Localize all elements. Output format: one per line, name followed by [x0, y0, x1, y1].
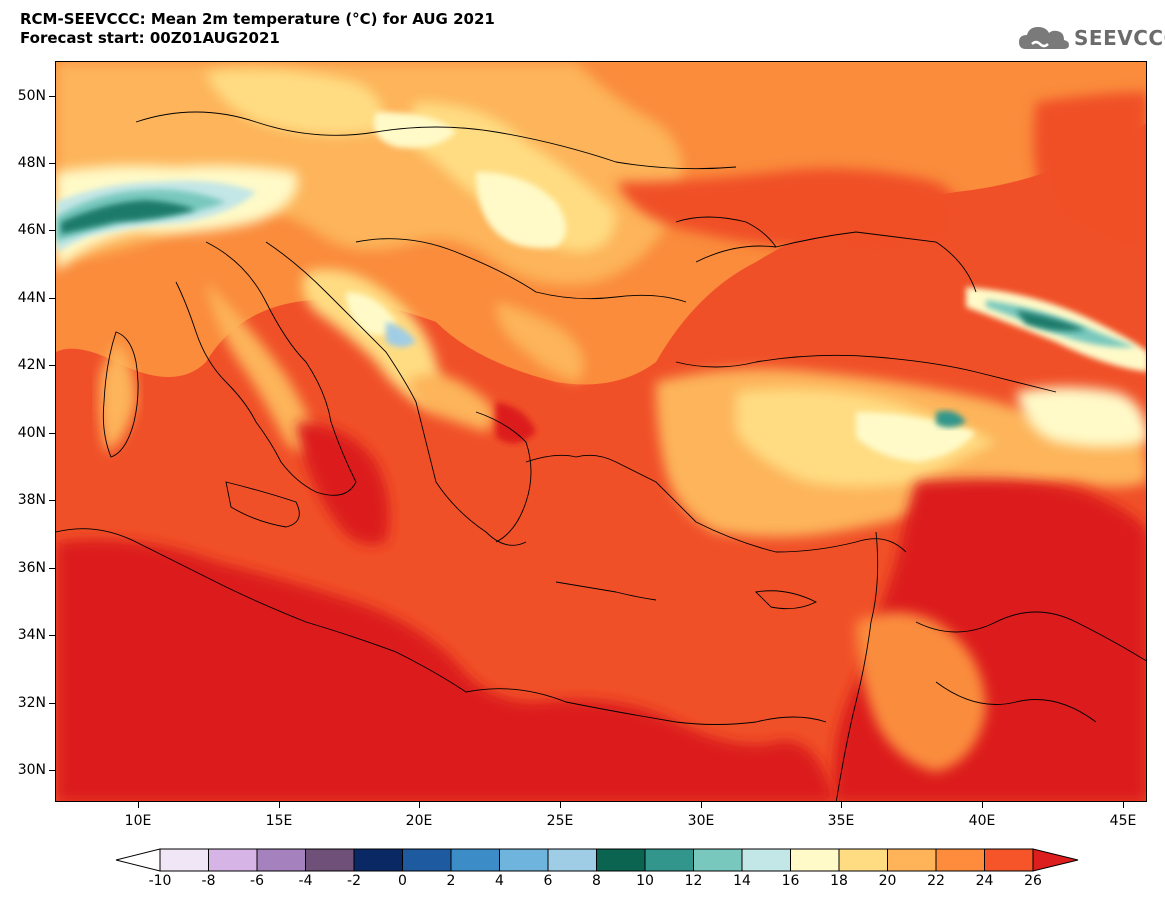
colorbar-under-triangle: [115, 848, 161, 872]
colorbar-swatches: [115, 848, 1079, 872]
lat-tick: [49, 433, 55, 434]
lon-label: 15E: [265, 813, 293, 829]
chart-title: RCM-SEEVCCC: Mean 2m temperature (°C) fo…: [20, 10, 495, 48]
lat-label: 44N: [17, 290, 46, 306]
lat-label: 48N: [17, 155, 46, 171]
temperature-map: [55, 61, 1147, 802]
lon-label: 45E: [1109, 813, 1137, 829]
lat-label: 30N: [17, 762, 46, 778]
lat-tick: [49, 500, 55, 501]
colorbar-label: -10: [148, 873, 172, 889]
colorbar-swatch: [984, 848, 1034, 872]
colorbar-swatch: [596, 848, 646, 872]
lat-tick: [49, 298, 55, 299]
lat-label: 40N: [17, 425, 46, 441]
colorbar-label: 16: [781, 873, 800, 889]
lat-tick: [49, 703, 55, 704]
colorbar-label: -6: [250, 873, 264, 889]
colorbar-swatch: [741, 848, 791, 872]
lon-tick: [982, 802, 983, 808]
lon-tick: [419, 802, 420, 808]
lat-label: 32N: [17, 695, 46, 711]
colorbar-label: 2: [446, 873, 456, 889]
colorbar-swatch: [208, 848, 258, 872]
colorbar-swatch: [547, 848, 597, 872]
title-line-2: Forecast start: 00Z01AUG2021: [20, 29, 280, 47]
colorbar-label: 26: [1024, 873, 1042, 889]
colorbar-swatch: [790, 848, 840, 872]
colorbar-swatch: [159, 848, 209, 872]
colorbar-label: 8: [592, 873, 601, 889]
lat-label: 46N: [17, 222, 46, 238]
lat-tick: [49, 163, 55, 164]
colorbar-swatch: [305, 848, 355, 872]
lon-label: 35E: [827, 813, 855, 829]
lon-tick: [701, 802, 702, 808]
lat-label: 34N: [17, 627, 46, 643]
lon-label: 40E: [968, 813, 996, 829]
lon-tick: [841, 802, 842, 808]
lon-label: 30E: [687, 813, 715, 829]
lat-tick: [49, 568, 55, 569]
lon-label: 25E: [546, 813, 574, 829]
colorbar-label: 18: [830, 873, 848, 889]
lat-tick: [49, 635, 55, 636]
colorbar-label: 6: [543, 873, 553, 889]
colorbar-over-triangle: [1032, 848, 1079, 872]
lat-label: 38N: [17, 492, 46, 508]
colorbar-label: 10: [636, 873, 654, 889]
logo-text: SEEVCCC: [1074, 26, 1165, 50]
coastlines: [56, 111, 1146, 801]
colorbar-label: -8: [201, 873, 216, 889]
colorbar-swatch: [256, 848, 306, 872]
lat-tick: [49, 230, 55, 231]
lat-tick: [49, 770, 55, 771]
colorbar-swatch: [402, 848, 452, 872]
lon-tick: [560, 802, 561, 808]
colorbar-label: -4: [298, 873, 313, 889]
colorbar-swatch: [644, 848, 694, 872]
lat-tick: [49, 96, 55, 97]
colorbar-label: 12: [684, 873, 703, 889]
colorbar-swatch: [450, 848, 500, 872]
colorbar-swatch: [693, 848, 743, 872]
colorbar-swatch: [838, 848, 888, 872]
colorbar-swatch: [499, 848, 549, 872]
seevccc-logo: SEEVCCC: [1018, 22, 1165, 54]
colorbar-label: 14: [733, 873, 751, 889]
colorbar-swatch: [887, 848, 937, 872]
map-field: [56, 62, 1146, 801]
colorbar-label: -2: [347, 873, 361, 889]
lon-tick: [1123, 802, 1124, 808]
colorbar-label: 20: [878, 873, 897, 889]
lon-tick: [279, 802, 280, 808]
lon-label: 20E: [405, 813, 433, 829]
colorbar-label: 4: [495, 873, 504, 889]
colorbar-swatch: [935, 848, 985, 872]
colorbar-label: 0: [398, 873, 407, 889]
lat-label: 36N: [17, 560, 46, 576]
colorbar: [115, 848, 1090, 876]
lon-label: 10E: [124, 813, 152, 829]
lat-label: 50N: [17, 88, 46, 104]
title-line-1: RCM-SEEVCCC: Mean 2m temperature (°C) fo…: [20, 10, 495, 28]
lon-tick: [138, 802, 139, 808]
colorbar-swatch: [353, 848, 403, 872]
lat-tick: [49, 365, 55, 366]
colorbar-label: 22: [927, 873, 945, 889]
cloud-icon: [1019, 27, 1069, 49]
colorbar-label: 24: [975, 873, 994, 889]
lat-label: 42N: [17, 357, 46, 373]
